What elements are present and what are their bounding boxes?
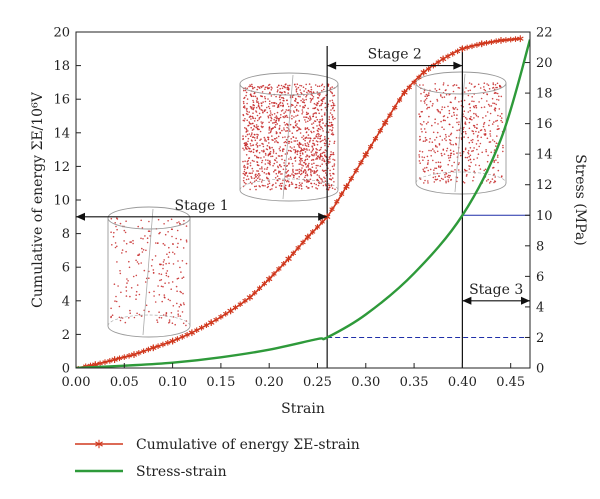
axes: 0.00 0.05 0.10 0.15 0.20 0.25 0.30 0.35 0.40 0.45… [30,26,588,418]
specimen-2-illustration [239,72,339,202]
right-y-tick-label: 6 [536,270,544,285]
left-y-tick-label: 20 [53,26,70,41]
left-y-tick-label: 10 [53,194,70,209]
right-y-axis-title: Stress (MPa) [572,154,588,245]
x-tick-label: 0.40 [448,375,477,390]
right-y-tick-label: 8 [536,239,544,254]
left-y-tick-label: 12 [53,160,70,175]
stage-1-label: Stage 1 [174,198,228,214]
energy-data-point [517,35,524,43]
x-tick-label: 0.35 [400,375,429,390]
right-y-tick-label: 22 [536,26,553,41]
right-y-tick-label: 20 [536,56,553,71]
specimen-bottom-edge [107,325,191,338]
stage-2-label: Stage 2 [368,47,422,63]
left-y-tick-label: 2 [62,328,70,343]
right-y-tick-label: 16 [536,117,553,132]
specimen-background [416,72,506,194]
x-tick-label: 0.45 [496,375,525,390]
right-y-tick-label: 10 [536,209,553,224]
stage-1-arrow [76,212,328,221]
x-tick-label: 0.00 [62,375,91,390]
left-y-tick-label: 16 [53,93,70,108]
x-tick-label: 0.20 [255,375,284,390]
right-y-tick-label: 12 [536,178,553,193]
x-axis-title: Strain [281,401,325,417]
specimen-bottom-hidden-edge [415,171,507,184]
left-y-tick-label: 14 [53,126,70,141]
guide-lines [326,46,530,368]
specimen-section-line [282,74,294,200]
stage-annotations: Stage 1 Stage 2 Stage 3 [76,47,530,305]
specimen-bottom-edge [415,182,507,195]
specimen-bottom-hidden-edge [107,314,191,327]
left-y-tick-label: 4 [62,294,70,309]
right-y-tick-label: 0 [536,362,544,377]
stage-3-label: Stage 3 [469,282,523,298]
left-y-tick-label: 8 [62,227,70,242]
x-tick-label: 0.10 [158,375,187,390]
specimen-section-line [454,73,466,193]
specimen-bottom-edge [239,189,339,202]
data-series [76,35,530,368]
energy-curve-markers [82,36,519,368]
right-y-tick-label: 18 [536,87,553,102]
left-y-axis-title: Cumulative of energy ΣE/10⁶V [30,91,46,308]
series-line-2 [76,39,530,368]
specimen-3-illustration [415,71,507,195]
legend-energy-marker [95,439,103,449]
specimen-illustrations [107,71,507,338]
specimen-bottom-hidden-edge [239,178,339,191]
left-y-tick-label: 18 [53,59,70,74]
x-tick-label: 0.25 [303,375,332,390]
x-tick-label: 0.05 [110,375,139,390]
specimen-1-illustration [107,206,191,338]
specimen-section-line [142,208,154,336]
legend: Cumulative of energy ΣE-strain Stress-str… [75,437,360,480]
stage-3-arrow [462,296,530,305]
stage-2-arrow [327,61,463,70]
right-y-tick-label: 2 [536,331,544,346]
legend-energy-label: Cumulative of energy ΣE-strain [136,437,360,453]
right-y-tick-label: 14 [536,148,553,163]
right-y-tick-label: 4 [536,300,544,315]
x-tick-label: 0.15 [206,375,235,390]
legend-stress-label: Stress-strain [136,464,227,480]
left-y-tick-label: 0 [62,362,70,377]
left-y-tick-label: 6 [62,261,70,276]
x-tick-label: 0.30 [351,375,380,390]
